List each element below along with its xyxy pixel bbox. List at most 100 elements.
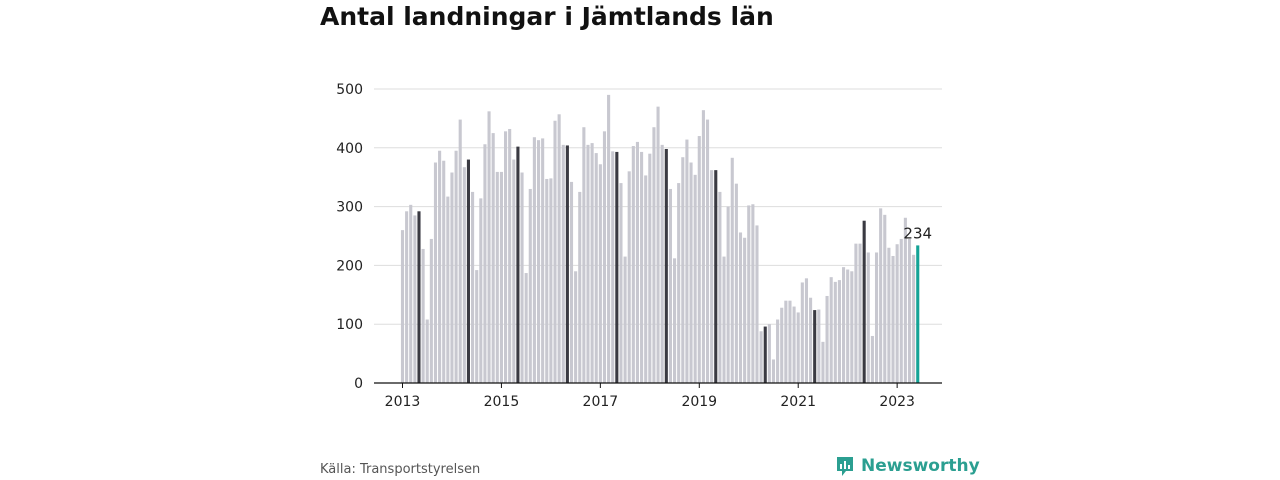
bar [528, 188, 532, 383]
bar [582, 127, 586, 383]
bar [532, 137, 536, 383]
bar [644, 175, 648, 383]
bar [656, 106, 660, 383]
bar [833, 281, 837, 383]
bar [705, 119, 710, 383]
bar [627, 171, 631, 383]
bar-highlight [516, 146, 520, 383]
bar [569, 181, 574, 383]
bar [635, 141, 639, 383]
y-tick-label: 200 [336, 258, 363, 274]
bar [738, 232, 743, 383]
bar [788, 300, 792, 383]
bar [487, 111, 491, 383]
bar [433, 162, 438, 383]
bar [553, 120, 557, 383]
bar [759, 331, 763, 383]
bar [475, 270, 479, 383]
bar [557, 114, 561, 383]
bar [499, 171, 503, 383]
bar [421, 248, 425, 383]
bar [879, 208, 883, 383]
bar [800, 282, 804, 383]
bar [743, 237, 747, 383]
bar [458, 119, 462, 383]
brand-logo[interactable]: Newsworthy [835, 455, 980, 477]
x-tick-label: 2015 [484, 394, 520, 410]
bar [804, 278, 809, 383]
bar [462, 167, 466, 383]
x-tick-label: 2017 [583, 394, 619, 410]
bar [780, 307, 784, 383]
bar [726, 206, 730, 383]
bar [640, 151, 644, 383]
bar [660, 144, 664, 383]
bar [912, 254, 916, 383]
bar [755, 225, 759, 383]
bar [846, 269, 850, 383]
x-tick-label: 2021 [780, 394, 816, 410]
y-tick-label: 300 [336, 200, 363, 216]
bar-highlight [813, 310, 817, 383]
bar [607, 94, 611, 383]
bar [677, 183, 681, 383]
bar [536, 140, 541, 383]
bar [891, 255, 895, 383]
newsworthy-logo-icon [837, 457, 853, 476]
y-axis-tick-labels: 0 100 200 300 400 500 [336, 82, 363, 392]
bar [479, 198, 483, 383]
bar [903, 217, 907, 383]
bar [541, 138, 545, 383]
bar [701, 110, 705, 384]
x-tick-label: 2013 [385, 394, 421, 410]
bar [574, 271, 578, 383]
bar [413, 215, 417, 383]
y-tick-label: 400 [336, 141, 363, 157]
chart-title: Antal landningar i Jämtlands län [320, 2, 774, 31]
bar [504, 131, 508, 383]
bar-chart: 0 100 200 300 400 500 2013 2015 2017 2019 2021 202… [336, 82, 942, 410]
bar [673, 258, 677, 383]
bars [400, 94, 920, 384]
bar [483, 144, 487, 383]
bar-highlight [862, 220, 866, 383]
bar [751, 204, 755, 383]
bar [545, 178, 549, 383]
bar [429, 238, 433, 383]
bar-highlight [417, 211, 421, 383]
bar [784, 300, 788, 383]
bar [792, 306, 796, 383]
bar [718, 191, 722, 383]
bar [681, 157, 685, 383]
bar [809, 297, 813, 383]
bar [874, 252, 879, 383]
bar [747, 205, 751, 383]
bar [767, 324, 771, 383]
bar-highlight [714, 170, 718, 383]
bar [454, 150, 458, 383]
bar [771, 359, 776, 383]
bar [837, 280, 841, 383]
bar [648, 153, 652, 383]
bar [870, 335, 874, 383]
bar [586, 144, 590, 383]
bar [850, 271, 854, 383]
bar [668, 188, 672, 383]
bar-highlight [466, 159, 470, 383]
bar [858, 243, 862, 383]
bar [623, 256, 627, 383]
bar [829, 277, 833, 383]
bar [631, 146, 635, 383]
bar [652, 127, 656, 383]
y-tick-label: 500 [336, 82, 363, 98]
bar [895, 244, 899, 383]
bar [438, 150, 442, 383]
bar [899, 238, 903, 383]
source-note: Källa: Transportstyrelsen [320, 462, 481, 477]
bar [722, 256, 726, 383]
bar [821, 341, 825, 383]
bar [854, 243, 858, 383]
bar [883, 214, 887, 383]
bar [495, 171, 499, 383]
bar [471, 191, 475, 383]
